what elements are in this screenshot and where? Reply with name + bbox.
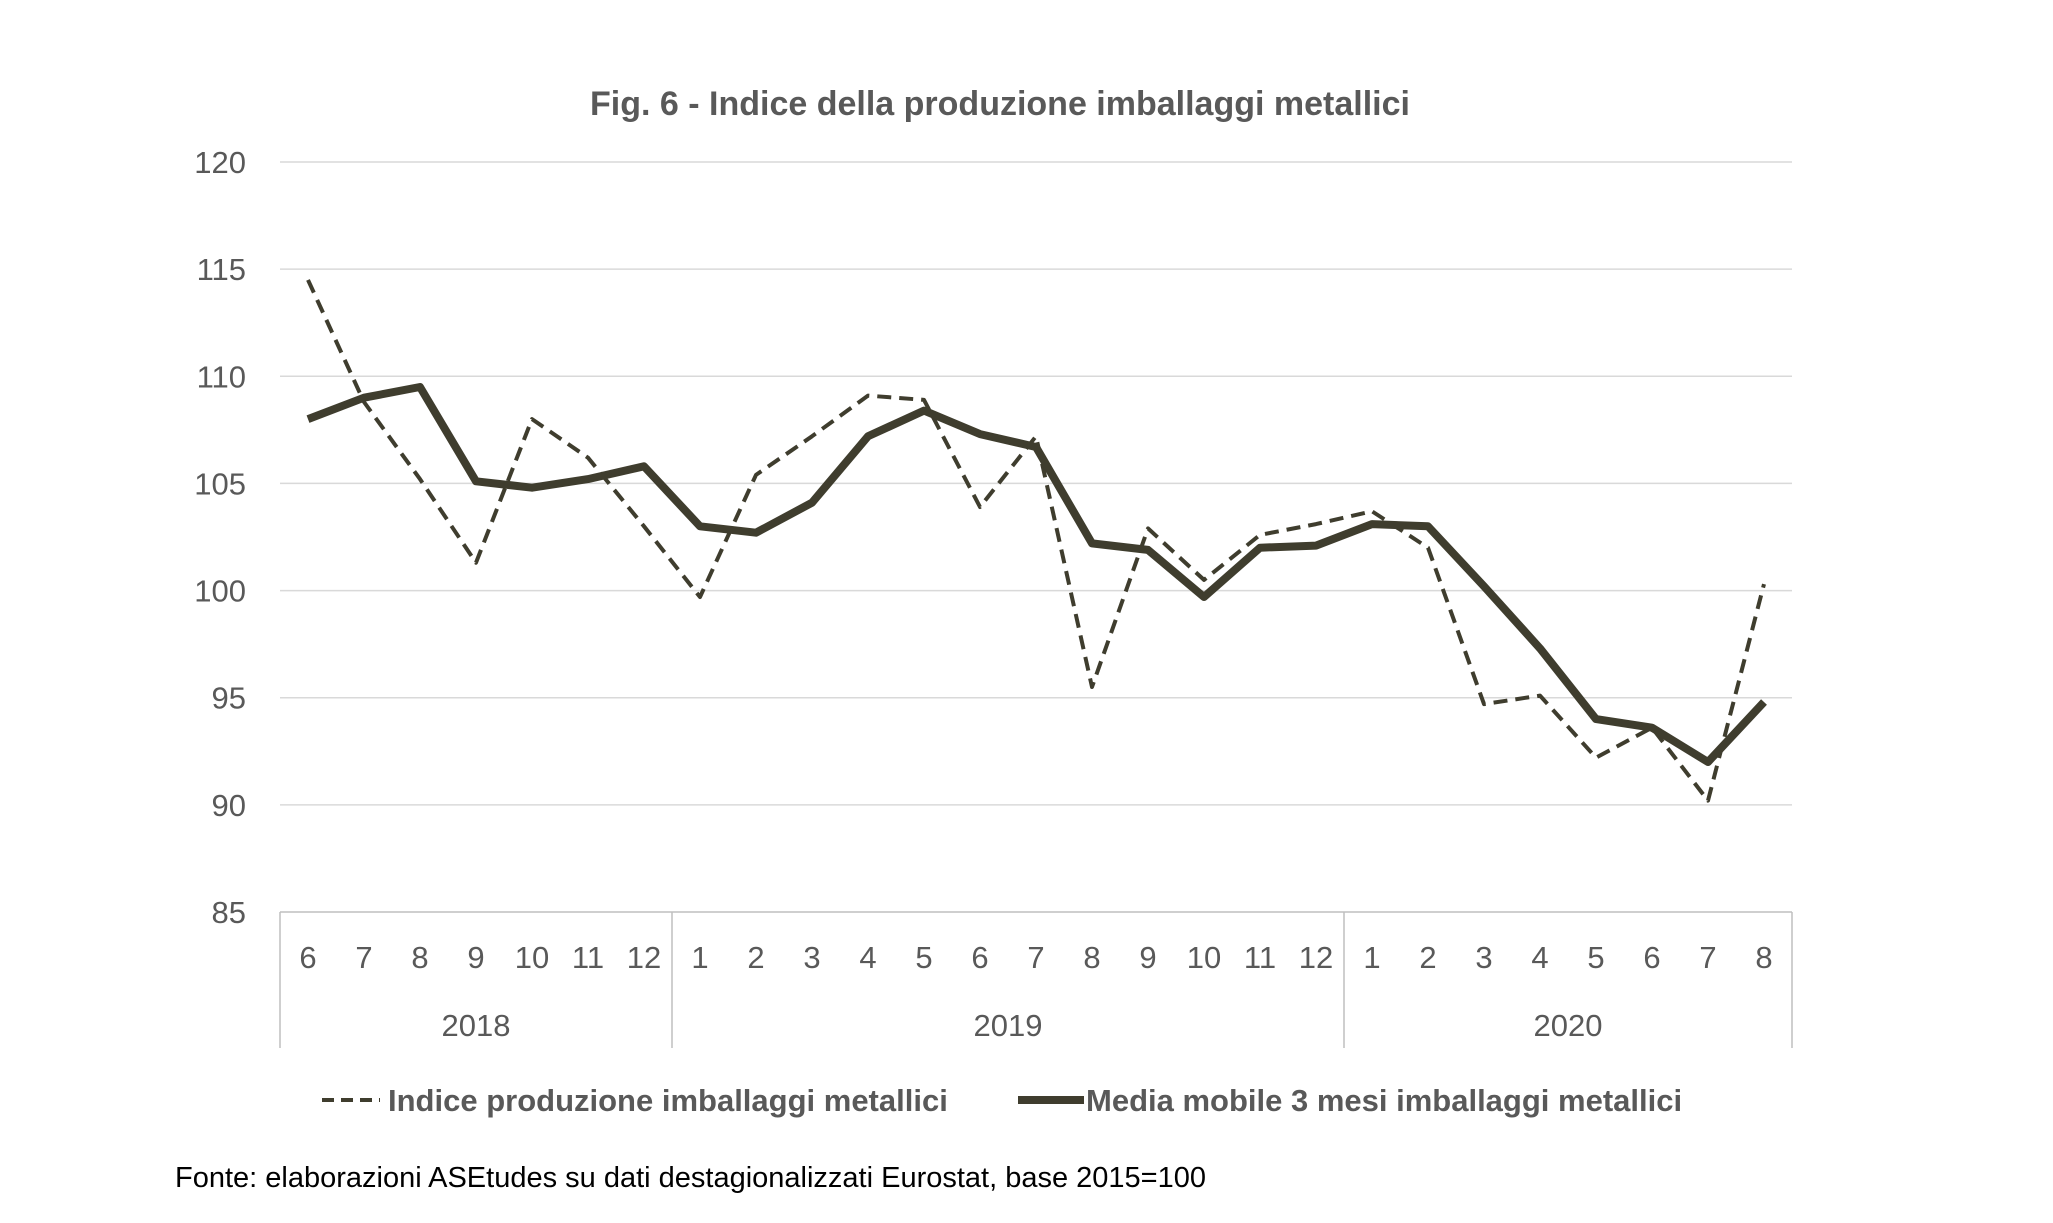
- series-line-media-mobile: [306, 383, 1767, 766]
- x-tick-label: 11: [1244, 940, 1276, 975]
- y-tick-label: 90: [212, 788, 246, 823]
- x-tick-label: 12: [627, 940, 661, 975]
- y-tick-label: 95: [212, 681, 246, 716]
- x-tick-label: 4: [859, 940, 876, 975]
- legend: Indice produzione imballaggi metallici Me…: [322, 1083, 1682, 1118]
- x-group-label: 2019: [974, 1008, 1043, 1043]
- x-tick-label: 8: [1755, 940, 1772, 975]
- x-tick-label: 7: [1027, 940, 1044, 975]
- legend-label: Media mobile 3 mesi imballaggi metallici: [1086, 1083, 1682, 1118]
- series-lines: [306, 279, 1767, 803]
- x-tick-label: 9: [1139, 940, 1156, 975]
- x-tick-label: 7: [355, 940, 372, 975]
- x-tick-label: 1: [1363, 940, 1380, 975]
- x-tick-label: 6: [1643, 940, 1660, 975]
- x-tick-label: 11: [572, 940, 604, 975]
- y-tick-label: 110: [197, 359, 246, 394]
- x-tick-label: 2: [747, 940, 764, 975]
- gridlines: [280, 161, 1792, 913]
- y-tick-label: 120: [194, 145, 246, 180]
- x-tick-label: 10: [515, 940, 549, 975]
- chart-title: Fig. 6 - Indice della produzione imballa…: [590, 85, 1410, 123]
- x-tick-label: 3: [1475, 940, 1492, 975]
- source-note: Fonte: elaborazioni ASEtudes su dati des…: [175, 1162, 1207, 1194]
- series-line-indice: [306, 279, 1766, 803]
- x-tick-label: 8: [411, 940, 428, 975]
- x-tick-label: 3: [803, 940, 820, 975]
- y-tick-label: 105: [194, 466, 246, 501]
- x-tick-label: 2: [1419, 940, 1436, 975]
- x-group-label: 2020: [1534, 1008, 1603, 1043]
- x-tick-label: 1: [691, 940, 708, 975]
- y-tick-label: 115: [197, 252, 246, 287]
- x-tick-label: 12: [1299, 940, 1333, 975]
- x-tick-label: 5: [915, 940, 932, 975]
- x-tick-label: 9: [467, 940, 484, 975]
- x-tick-label: 6: [971, 940, 988, 975]
- x-tick-label: 6: [299, 940, 316, 975]
- y-axis-tick-labels: 85 90 95 100 105 110 115 120: [194, 145, 246, 930]
- y-tick-label: 100: [194, 574, 246, 609]
- x-group-label: 2018: [442, 1008, 511, 1043]
- x-tick-label: 4: [1531, 940, 1548, 975]
- x-tick-label: 7: [1699, 940, 1716, 975]
- x-tick-label: 8: [1083, 940, 1100, 975]
- legend-label: Indice produzione imballaggi metallici: [388, 1083, 948, 1118]
- y-tick-label: 85: [212, 895, 246, 930]
- x-tick-label: 5: [1587, 940, 1604, 975]
- x-tick-label: 10: [1187, 940, 1221, 975]
